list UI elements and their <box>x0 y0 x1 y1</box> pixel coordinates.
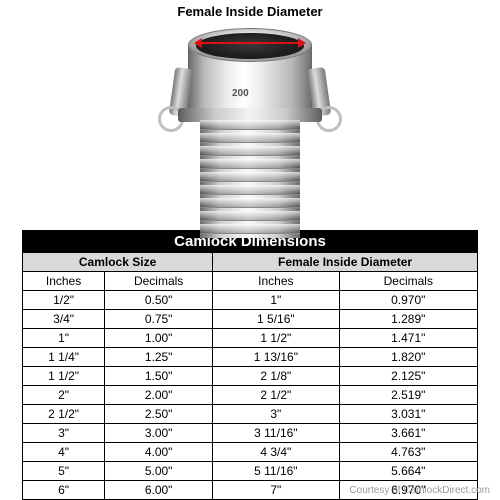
table-cell: 2 1/2" <box>23 405 105 424</box>
diameter-label: Female Inside Diameter <box>177 4 322 19</box>
table-cell: 1 1/2" <box>23 367 105 386</box>
table-cell: 2 1/2" <box>213 386 339 405</box>
table-cell: 3.661" <box>339 424 477 443</box>
table-cell: 0.970" <box>339 291 477 310</box>
table-cell: 5 11/16" <box>213 462 339 481</box>
table-cell: 1 5/16" <box>213 310 339 329</box>
table-cell: 1.289" <box>339 310 477 329</box>
dimensions-table-wrap: Camlock Dimensions Camlock Size Female I… <box>22 230 478 500</box>
table-cell: 1.00" <box>105 329 213 348</box>
table-row: 2"2.00"2 1/2"2.519" <box>23 386 478 405</box>
table-cell: 1 1/4" <box>23 348 105 367</box>
size-stamp: 200 <box>232 88 249 99</box>
table-cell: 2.50" <box>105 405 213 424</box>
table-cell: 3/4" <box>23 310 105 329</box>
table-row: 3"3.00"3 11/16"3.661" <box>23 424 478 443</box>
product-illustration: Female Inside Diameter 200 <box>0 0 500 230</box>
table-cell: 1.25" <box>105 348 213 367</box>
table-cell: 1 1/2" <box>213 329 339 348</box>
table-cell: 3.031" <box>339 405 477 424</box>
table-cell: 2.00" <box>105 386 213 405</box>
table-row: 5"5.00"5 11/16"5.664" <box>23 462 478 481</box>
hose-shank <box>200 120 300 238</box>
dimension-arrow-icon <box>200 42 300 44</box>
table-cell: 3 11/16" <box>213 424 339 443</box>
table-cell: 2.519" <box>339 386 477 405</box>
camlock-coupling: 200 <box>170 28 330 238</box>
table-cell: 4" <box>23 443 105 462</box>
table-row: 3/4"0.75"1 5/16"1.289" <box>23 310 478 329</box>
dimensions-table: Camlock Dimensions Camlock Size Female I… <box>22 230 478 500</box>
table-cell: 0.75" <box>105 310 213 329</box>
table-cell: 1.50" <box>105 367 213 386</box>
table-cell: 1 13/16" <box>213 348 339 367</box>
table-cell: 6" <box>23 481 105 500</box>
table-row: 1/2"0.50"1"0.970" <box>23 291 478 310</box>
sub-header: Inches <box>23 272 105 291</box>
table-cell: 2" <box>23 386 105 405</box>
group-header: Female Inside Diameter <box>213 253 478 272</box>
sub-header: Decimals <box>105 272 213 291</box>
table-cell: 5.00" <box>105 462 213 481</box>
table-cell: 4.763" <box>339 443 477 462</box>
table-cell: 4.00" <box>105 443 213 462</box>
sub-header: Inches <box>213 272 339 291</box>
table-cell: 2.125" <box>339 367 477 386</box>
table-cell: 2 1/8" <box>213 367 339 386</box>
table-cell: 1.820" <box>339 348 477 367</box>
table-row: 4"4.00"4 3/4"4.763" <box>23 443 478 462</box>
table-row: 2 1/2"2.50"3"3.031" <box>23 405 478 424</box>
credit-text: Courtesy of CamlockDirect.com <box>349 485 490 496</box>
table-cell: 1.471" <box>339 329 477 348</box>
sub-header: Decimals <box>339 272 477 291</box>
table-cell: 5.664" <box>339 462 477 481</box>
table-cell: 3" <box>23 424 105 443</box>
table-cell: 6.00" <box>105 481 213 500</box>
table-cell: 3" <box>213 405 339 424</box>
table-cell: 1/2" <box>23 291 105 310</box>
table-cell: 7" <box>213 481 339 500</box>
table-cell: 4 3/4" <box>213 443 339 462</box>
table-cell: 1" <box>213 291 339 310</box>
table-cell: 1" <box>23 329 105 348</box>
table-cell: 3.00" <box>105 424 213 443</box>
table-cell: 5" <box>23 462 105 481</box>
table-row: 1 1/4"1.25"1 13/16"1.820" <box>23 348 478 367</box>
table-row: 1 1/2"1.50"2 1/8"2.125" <box>23 367 478 386</box>
group-header: Camlock Size <box>23 253 213 272</box>
table-cell: 0.50" <box>105 291 213 310</box>
table-row: 1"1.00"1 1/2"1.471" <box>23 329 478 348</box>
